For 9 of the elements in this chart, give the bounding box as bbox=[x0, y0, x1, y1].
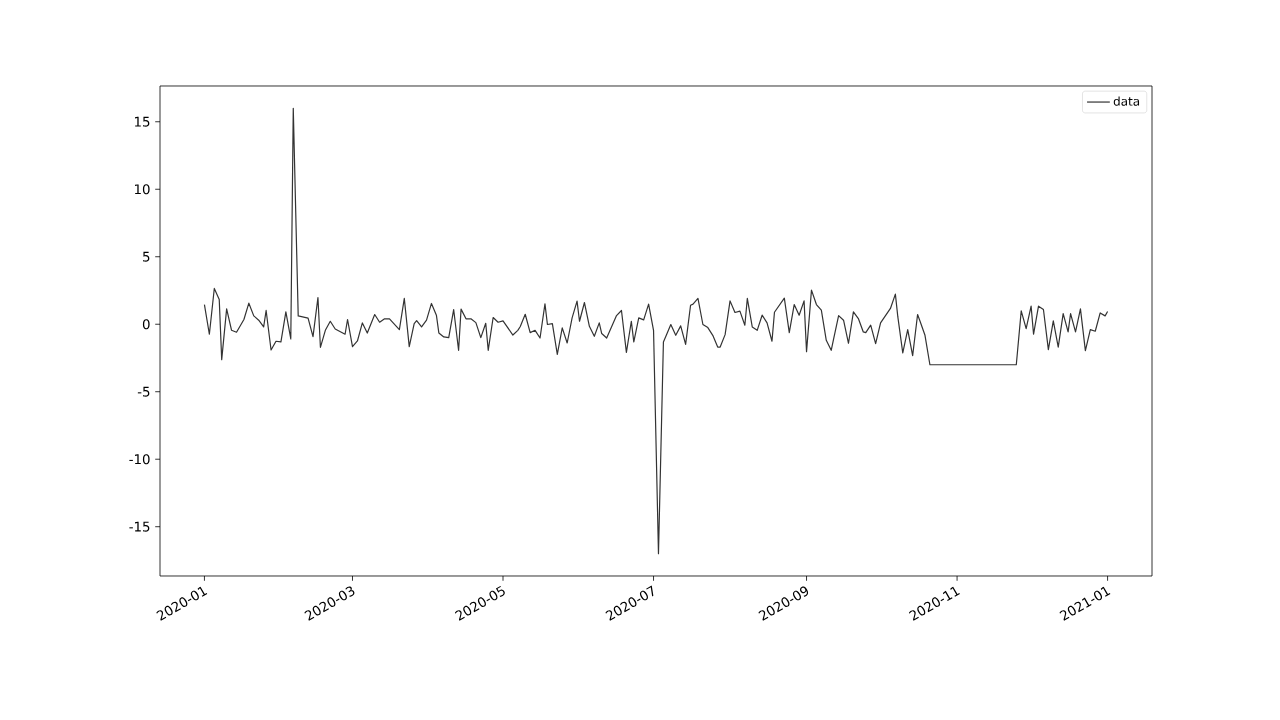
legend-label: data bbox=[1113, 96, 1140, 106]
y-tick-label: -10 bbox=[129, 454, 150, 465]
line-series bbox=[203, 107, 1109, 555]
y-tick-label: 15 bbox=[135, 116, 150, 127]
y-tick-label: -15 bbox=[129, 521, 150, 532]
y-tick-label: 10 bbox=[135, 184, 150, 195]
y-tick-label: -5 bbox=[137, 386, 150, 397]
y-tick-label: 5 bbox=[143, 251, 150, 262]
y-tick-label: 0 bbox=[142, 319, 150, 330]
